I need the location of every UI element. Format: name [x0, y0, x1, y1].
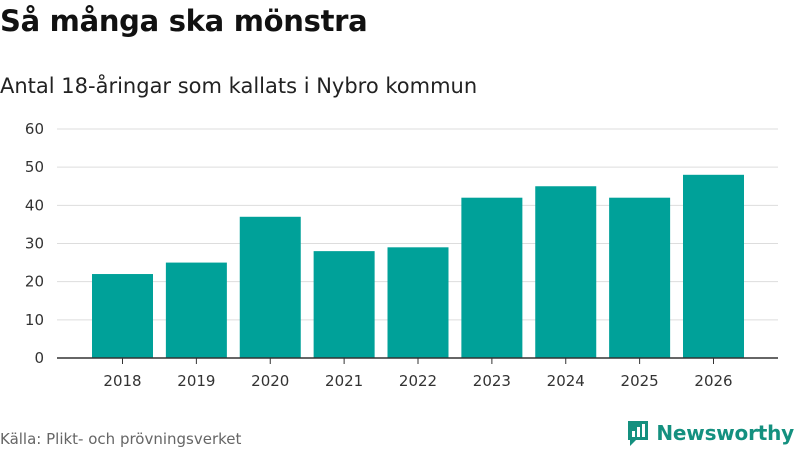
x-tick-label: 2022	[399, 372, 437, 390]
bar-2024	[535, 186, 597, 358]
bar-2023	[461, 197, 523, 358]
bar-2026	[683, 174, 744, 358]
y-tick-label: 0	[34, 349, 44, 367]
x-tick-label: 2021	[325, 372, 363, 390]
y-tick-label: 20	[25, 273, 44, 291]
bar-2018	[92, 274, 153, 358]
y-axis-ticks: 0 10 20 30 40 50 60	[25, 120, 44, 367]
chart-title: Så många ska mönstra	[0, 4, 368, 38]
x-tick-label: 2020	[251, 372, 289, 390]
chart-subtitle: Antal 18-åringar som kallats i Nybro kom…	[0, 74, 478, 98]
bar-2025	[609, 197, 671, 358]
y-tick-label: 10	[25, 311, 44, 329]
x-tick-label: 2025	[621, 372, 659, 390]
brand-logo-block: Newsworthy	[626, 419, 794, 447]
bar-2022	[387, 247, 449, 358]
bar-2019	[165, 262, 227, 358]
bar-chart-speech-bubble-icon	[628, 421, 649, 446]
y-tick-label: 30	[25, 235, 44, 253]
x-tick-label: 2018	[103, 372, 141, 390]
x-tick-label: 2019	[177, 372, 215, 390]
x-tick-label: 2026	[694, 372, 732, 390]
brand-name: Newsworthy	[656, 421, 794, 445]
y-tick-label: 40	[25, 196, 44, 214]
bars	[92, 174, 744, 358]
source-note: Källa: Plikt- och prövningsverket	[0, 430, 242, 448]
x-tick-label: 2023	[473, 372, 511, 390]
x-tick-label: 2024	[547, 372, 585, 390]
y-tick-label: 60	[25, 120, 44, 138]
bar-2021	[313, 251, 375, 358]
bar-2020	[239, 216, 301, 358]
x-axis-ticks: 2018 2019 2020 2021 2022 2023 2024 2025 2026	[103, 358, 733, 390]
y-tick-label: 50	[25, 158, 44, 176]
